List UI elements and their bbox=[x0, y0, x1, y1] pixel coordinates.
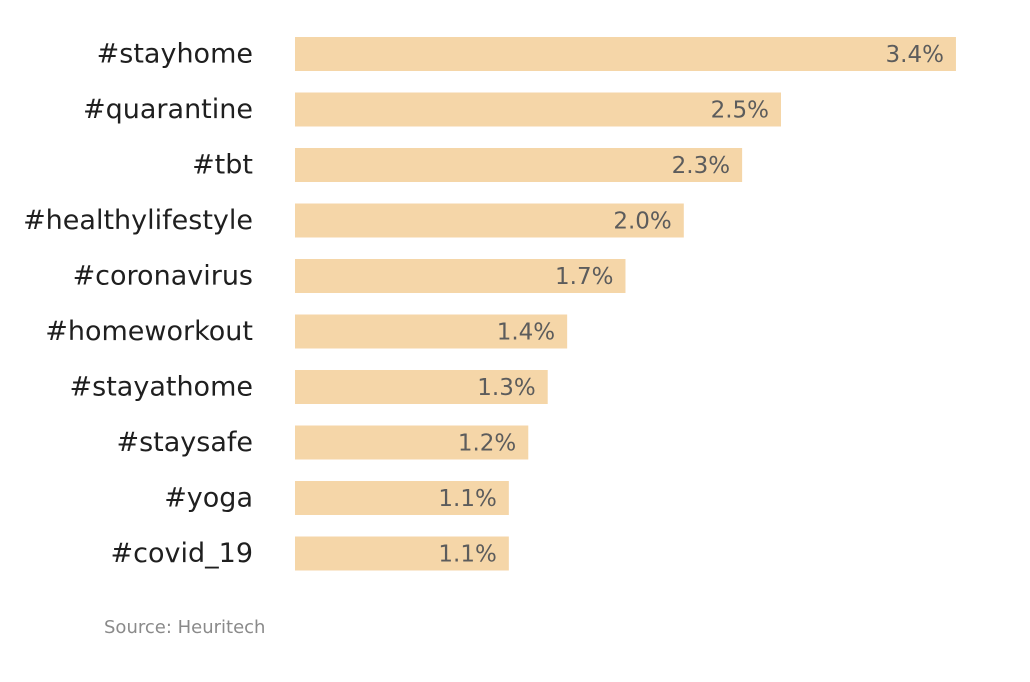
category-label: #healthylifestyle bbox=[23, 205, 253, 236]
bar bbox=[295, 370, 548, 404]
value-label: 1.1% bbox=[438, 486, 496, 512]
value-label: 1.7% bbox=[555, 264, 613, 290]
bar bbox=[295, 259, 626, 293]
bar bbox=[295, 37, 956, 71]
category-label: #quarantine bbox=[83, 94, 253, 125]
bar bbox=[295, 425, 529, 460]
value-label: 3.4% bbox=[886, 42, 944, 68]
bar bbox=[295, 92, 781, 127]
value-label: 1.4% bbox=[497, 320, 555, 346]
category-label: #homeworkout bbox=[45, 316, 253, 347]
value-label: 2.5% bbox=[711, 98, 769, 124]
category-label: #stayathome bbox=[70, 372, 253, 403]
bar bbox=[295, 481, 509, 515]
bar bbox=[295, 314, 568, 349]
category-label: #stayhome bbox=[97, 39, 253, 70]
source-note: Source: Heuritech bbox=[104, 617, 266, 638]
bar bbox=[295, 148, 743, 182]
bar bbox=[295, 536, 509, 571]
category-label: #coronavirus bbox=[73, 261, 253, 292]
value-label: 1.3% bbox=[477, 375, 535, 401]
category-label: #tbt bbox=[192, 150, 253, 181]
value-label: 1.2% bbox=[458, 431, 516, 457]
category-label: #covid_19 bbox=[111, 538, 253, 569]
value-label: 2.3% bbox=[672, 153, 730, 179]
category-label: #yoga bbox=[164, 483, 253, 514]
bar bbox=[295, 203, 684, 238]
value-label: 2.0% bbox=[613, 209, 671, 235]
value-label: 1.1% bbox=[438, 542, 496, 568]
category-label: #staysafe bbox=[116, 427, 253, 458]
